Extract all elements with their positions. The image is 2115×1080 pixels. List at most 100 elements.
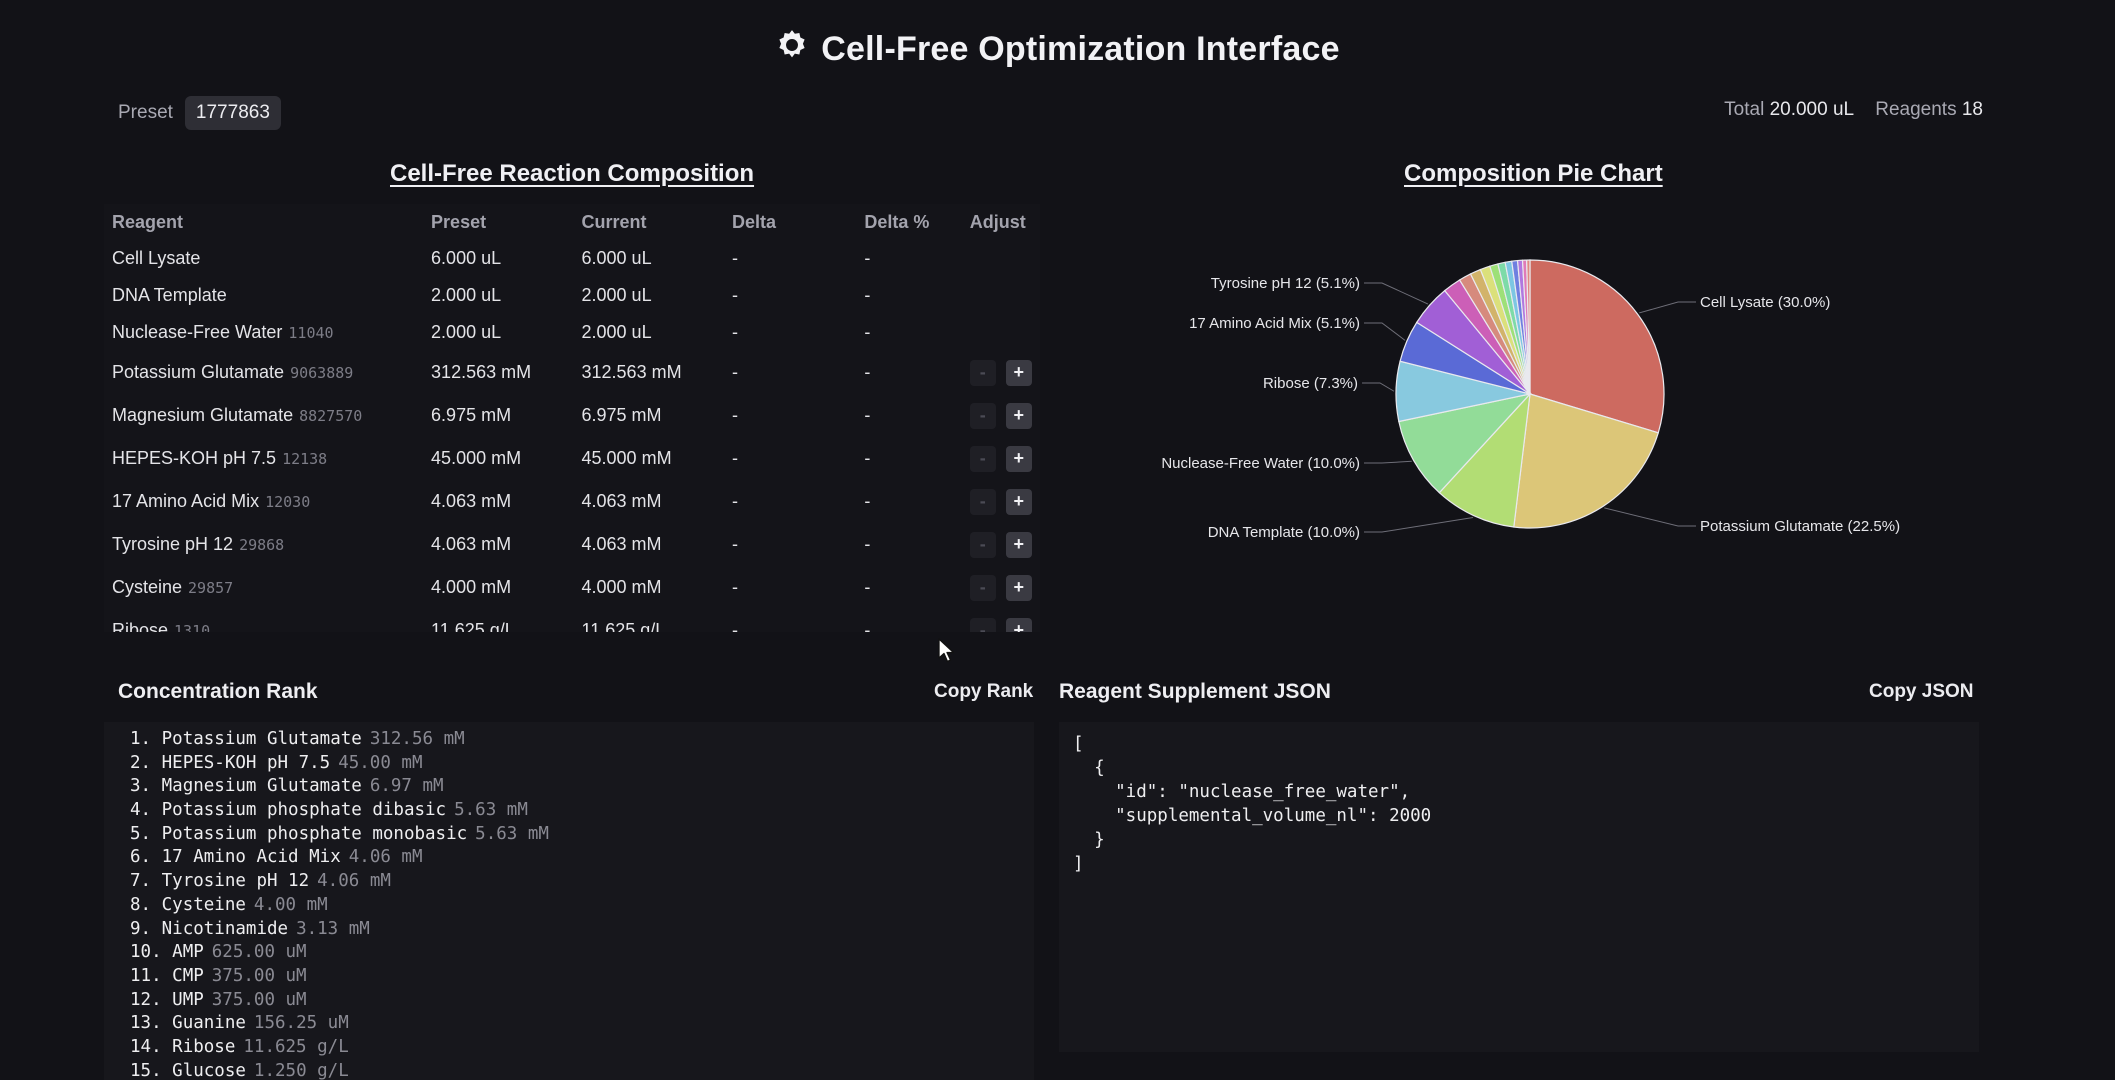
rank-reagent-name: Guanine — [172, 1013, 246, 1034]
adjust-cell: - + — [969, 480, 1040, 523]
delta-value: - — [731, 534, 738, 554]
table-row: 17 Amino Acid Mix 12030 4.063 mM 4.063 mM - -… — [104, 480, 1040, 523]
delta-value: - — [731, 491, 738, 511]
preset-value: 45.000 mM — [431, 448, 522, 468]
delta-value: - — [731, 248, 738, 268]
current-value: 6.975 mM — [581, 405, 662, 425]
rank-reagent-name: Nicotinamide — [161, 918, 289, 939]
adjust-cell: - + — [969, 437, 1040, 480]
reagent-id: 8827570 — [299, 407, 363, 425]
preset-value: 4.000 mM — [431, 577, 512, 597]
pie-label-leader — [1364, 460, 1412, 464]
pie-slice-label: Tyrosine pH 12 (5.1%) — [1211, 275, 1360, 292]
delta-pct-value: - — [864, 577, 871, 597]
copy-json-button[interactable]: Copy JSON — [1869, 681, 1974, 702]
decrease-button[interactable]: - — [969, 445, 996, 472]
rank-item: 14. Ribose 11.625 g/L — [130, 1036, 1034, 1060]
rank-reagent-name: Tyrosine pH 12 — [161, 871, 310, 892]
adjust-cell: - + — [969, 351, 1040, 394]
reagent-supplement-json-title: Reagent Supplement JSON — [1059, 680, 1331, 703]
decrease-button[interactable]: - — [969, 359, 996, 386]
composition-title: Cell-Free Reaction Composition — [390, 160, 755, 187]
pie-slice — [1438, 392, 1531, 528]
pie-slice — [1398, 393, 1532, 494]
delta-pct-value: - — [864, 362, 871, 382]
reagent-name: HEPES-KOH pH 7.5 — [112, 448, 277, 468]
rank-number: 14. — [130, 1036, 162, 1057]
reagent-id: 12138 — [282, 450, 328, 468]
reagent-supplement-json-panel[interactable]: [ { "id": "nuclease_free_water", "supple… — [1059, 722, 1979, 1052]
totals-summary: Total 20.000 uL Reagents 18 — [1724, 99, 1983, 121]
reagent-id: 29868 — [239, 536, 285, 554]
composition-pie-chart: Cell Lysate (30.0%) Potassium Glutamate (… — [1161, 259, 1900, 541]
increase-button[interactable]: + — [1005, 402, 1032, 429]
decrease-button[interactable]: - — [969, 617, 996, 632]
preset-selector[interactable]: 1777863 — [184, 96, 281, 130]
reagent-id: 12030 — [265, 493, 311, 511]
current-value: 6.000 uL — [581, 248, 652, 268]
pie-label-leader — [1364, 517, 1474, 533]
rank-item: 15. Glucose 1.250 g/L — [130, 1060, 1034, 1080]
adjust-cell — [970, 240, 1040, 277]
rank-reagent-name: Magnesium Glutamate — [161, 776, 362, 797]
preset-value: 6.000 uL — [431, 248, 502, 268]
reagent-name: Magnesium Glutamate — [112, 405, 294, 425]
pie-slice — [1513, 393, 1660, 529]
decrease-button[interactable]: - — [969, 574, 996, 601]
total-value: 20.000 uL — [1769, 99, 1855, 120]
delta-pct-value: - — [864, 534, 871, 554]
adjust-cell: - + — [969, 566, 1040, 609]
rank-number: 3. — [130, 776, 152, 797]
current-value: 312.563 mM — [581, 362, 682, 382]
pie-chart-title: Composition Pie Chart — [1404, 160, 1663, 187]
rank-value: 4.00 mM — [253, 894, 328, 915]
pie-slice — [1529, 259, 1665, 434]
copy-rank-button[interactable]: Copy Rank — [934, 681, 1034, 702]
rank-reagent-name: Potassium phosphate dibasic — [161, 800, 447, 821]
increase-button[interactable]: + — [1005, 445, 1032, 472]
increase-button[interactable]: + — [1005, 488, 1032, 515]
increase-button[interactable]: + — [1005, 574, 1032, 601]
reagent-id: 11040 — [288, 324, 334, 342]
rank-number: 8. — [130, 894, 152, 915]
rank-reagent-name: Ribose — [172, 1036, 236, 1057]
reagent-id: 29857 — [188, 579, 234, 597]
reagent-cell: 17 Amino Acid Mix 12030 — [104, 480, 431, 523]
current-value: 2.000 uL — [581, 322, 652, 342]
table-header-row: Reagent Preset Current Delta Delta % Adj… — [104, 204, 1040, 240]
rank-reagent-name: CMP — [172, 965, 204, 986]
rank-number: 10. — [130, 942, 162, 963]
reagent-name: 17 Amino Acid Mix — [112, 491, 260, 511]
decrease-button[interactable]: - — [969, 531, 996, 558]
preset-value: 2.000 uL — [431, 322, 502, 342]
reagent-name: DNA Template — [112, 285, 227, 305]
preset-value: 4.063 mM — [431, 534, 512, 554]
current-value: 2.000 uL — [581, 285, 652, 305]
increase-button[interactable]: + — [1005, 359, 1032, 386]
adjust-cell: - + — [969, 523, 1040, 566]
concentration-rank-panel[interactable]: 1. Potassium Glutamate 312.56 mM 2. HEPES-… — [104, 722, 1034, 1080]
reagents-label: Reagents — [1875, 99, 1957, 120]
column-header-preset: Preset — [431, 211, 487, 232]
reagent-name: Cell Lysate — [112, 248, 201, 268]
composition-table-panel[interactable]: Reagent Preset Current Delta Delta % Adj… — [104, 204, 1040, 632]
rank-item: 2. HEPES-KOH pH 7.5 45.00 mM — [130, 752, 1034, 776]
pie-label-leader — [1364, 282, 1429, 305]
delta-value: - — [731, 362, 738, 382]
increase-button[interactable]: + — [1005, 617, 1032, 632]
composition-table-body: Cell Lysate 6.000 uL 6.000 uL - - DNA Templat… — [104, 240, 1040, 632]
delta-pct-value: - — [864, 285, 871, 305]
rank-item: 5. Potassium phosphate monobasic 5.63 mM — [130, 823, 1034, 847]
table-row: Magnesium Glutamate 8827570 6.975 mM 6.975 … — [104, 394, 1040, 437]
rank-number: 11. — [130, 965, 162, 986]
rank-value: 375.00 uM — [211, 989, 307, 1010]
rank-number: 5. — [130, 823, 152, 844]
preset-value: 2.000 uL — [431, 285, 502, 305]
increase-button[interactable]: + — [1005, 531, 1032, 558]
json-code-block: [ { "id": "nuclease_free_water", "supple… — [1073, 734, 1432, 874]
decrease-button[interactable]: - — [969, 402, 996, 429]
decrease-button[interactable]: - — [969, 488, 996, 515]
rank-value: 312.56 mM — [369, 729, 465, 749]
reagent-cell: DNA Template — [104, 277, 431, 314]
reagent-cell: Tyrosine pH 12 29868 — [104, 523, 431, 566]
